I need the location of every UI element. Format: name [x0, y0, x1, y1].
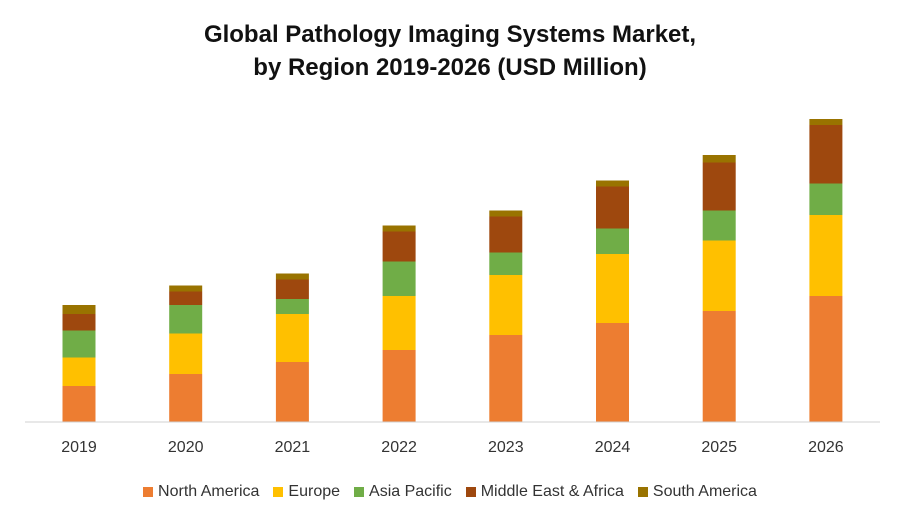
legend-label-south-america: South America: [652, 483, 757, 500]
bar-segment-2023-europe: [489, 275, 523, 335]
bar-segment-2025-middle-east-africa: [702, 162, 736, 211]
x-tick-label-2024: 2024: [595, 439, 631, 456]
bar-segment-2019-europe: [62, 357, 96, 386]
legend-swatch-middle-east-africa: [465, 487, 476, 497]
legend-item-north-america: North America: [143, 483, 259, 501]
legend-swatch-south-america: [637, 487, 648, 497]
x-tick-label-2021: 2021: [275, 439, 311, 456]
legend-item-south-america: South America: [637, 483, 757, 501]
x-tick-label-2022: 2022: [381, 439, 417, 456]
bar-segment-2026-south-america: [809, 119, 843, 125]
bar-segment-2023-middle-east-africa: [489, 216, 523, 253]
bar-segment-2022-south-america: [382, 225, 416, 232]
legend-swatch-asia-pacific: [354, 487, 365, 497]
bar-segment-2025-north-america: [702, 311, 736, 422]
legend-label-middle-east-africa: Middle East & Africa: [480, 483, 624, 500]
bar-segment-2021-europe: [275, 314, 309, 362]
x-tick-label-2023: 2023: [488, 439, 524, 456]
legend-label-north-america: North America: [158, 483, 260, 500]
bar-segment-2020-south-america: [169, 285, 203, 292]
legend-item-middle-east-africa: Middle East & Africa: [465, 483, 624, 501]
bar-segment-2020-europe: [169, 333, 203, 374]
legend-swatch-north-america: [143, 487, 154, 497]
x-tick-label-2025: 2025: [701, 439, 737, 456]
bar-segment-2019-asia-pacific: [62, 330, 96, 358]
bar-segment-2025-south-america: [702, 155, 736, 163]
bar-segment-2023-asia-pacific: [489, 252, 523, 275]
bar-segment-2020-middle-east-africa: [169, 291, 203, 305]
bar-segment-2026-middle-east-africa: [809, 125, 843, 184]
legend-label-asia-pacific: Asia Pacific: [369, 483, 452, 500]
bar-segment-2021-south-america: [275, 273, 309, 280]
bar-segment-2024-asia-pacific: [596, 228, 629, 254]
bar-segment-2026-asia-pacific: [809, 183, 843, 215]
bar-segment-2021-middle-east-africa: [275, 279, 309, 299]
legend-swatch-europe: [273, 487, 284, 497]
chart-title-line1: Global Pathology Imaging Systems Market,: [203, 21, 697, 48]
bar-segment-2023-south-america: [489, 210, 523, 217]
bar-segment-2024-middle-east-africa: [596, 186, 629, 229]
bars-group: [62, 119, 843, 422]
legend-label-europe: Europe: [288, 483, 341, 500]
legend-item-asia-pacific: Asia Pacific: [354, 483, 452, 501]
bar-segment-2022-asia-pacific: [382, 261, 416, 296]
bar-segment-2023-north-america: [489, 335, 523, 422]
bar-segment-2026-europe: [809, 215, 843, 296]
bar-segment-2025-europe: [702, 240, 736, 311]
x-tick-label-2019: 2019: [61, 439, 97, 456]
bar-segment-2019-middle-east-africa: [62, 314, 96, 331]
bar-segment-2020-north-america: [169, 374, 203, 422]
chart-title-line2: by Region 2019-2026 (USD Million): [253, 54, 647, 81]
x-tick-label-2026: 2026: [808, 439, 844, 456]
bar-segment-2019-north-america: [62, 386, 96, 422]
bar-segment-2021-asia-pacific: [275, 299, 309, 314]
bar-segment-2025-asia-pacific: [702, 210, 736, 241]
bar-segment-2024-north-america: [596, 323, 629, 422]
chart-title: Global Pathology Imaging Systems Market,…: [0, 18, 900, 84]
x-tick-label-2020: 2020: [168, 439, 204, 456]
bar-segment-2024-europe: [596, 254, 629, 323]
bar-segment-2021-north-america: [275, 362, 309, 422]
legend-item-europe: Europe: [273, 483, 340, 501]
bar-segment-2022-europe: [382, 296, 416, 350]
legend: North America Europe Asia Pacific Middle Ea…: [0, 483, 900, 501]
bar-segment-2022-north-america: [382, 350, 416, 422]
bar-segment-2020-asia-pacific: [169, 305, 203, 334]
bar-segment-2026-north-america: [809, 296, 843, 422]
x-tick-labels: 2019 2020 2021 2022 2023 2024 2025 2026: [61, 439, 844, 456]
bar-segment-2022-middle-east-africa: [382, 231, 416, 262]
bar-segment-2024-south-america: [596, 180, 629, 187]
bar-segment-2019-south-america: [62, 305, 96, 314]
